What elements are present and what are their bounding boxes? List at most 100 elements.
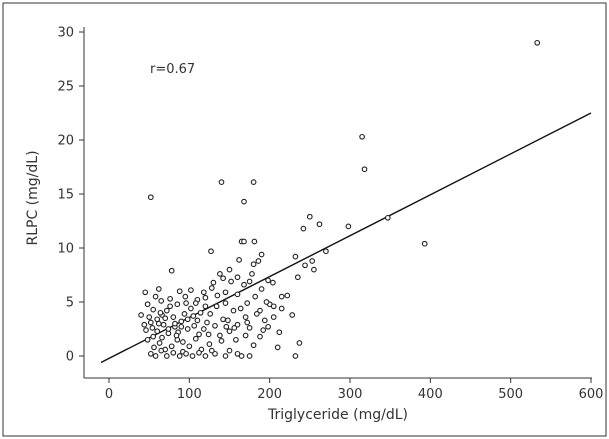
- data-point: [159, 334, 165, 341]
- y-tick-label: 30: [57, 26, 74, 41]
- y-axis-title: RLPC (mg/dL): [25, 150, 41, 245]
- data-point: [270, 279, 276, 286]
- y-tick-label: 15: [57, 188, 74, 203]
- data-point: [309, 258, 316, 264]
- data-point: [302, 262, 308, 269]
- data-point: [165, 326, 172, 332]
- data-point: [170, 349, 177, 356]
- data-point: [191, 322, 198, 329]
- data-point: [180, 339, 186, 345]
- data-point: [154, 328, 161, 335]
- x-tick-label: 300: [338, 387, 363, 402]
- data-point: [234, 274, 241, 281]
- data-point: [220, 275, 226, 282]
- data-point: [292, 353, 299, 359]
- data-points: [138, 39, 541, 359]
- data-point: [222, 289, 229, 296]
- x-ticks: 0 100 200 300 400 500 600: [105, 378, 604, 402]
- data-point: [278, 305, 285, 312]
- data-point: [208, 347, 215, 354]
- data-point: [152, 293, 159, 300]
- data-point: [167, 295, 173, 302]
- data-point: [168, 343, 175, 350]
- data-point: [196, 331, 202, 338]
- data-point: [163, 353, 170, 359]
- data-point: [384, 214, 391, 221]
- data-point: [146, 314, 153, 320]
- data-point: [194, 317, 201, 324]
- data-point: [158, 347, 165, 354]
- correlation-annotation: r=0.67: [150, 62, 195, 77]
- data-point: [158, 298, 165, 304]
- data-point: [534, 39, 541, 46]
- data-point: [173, 332, 180, 339]
- data-point: [206, 341, 213, 347]
- data-point: [138, 312, 144, 318]
- data-point: [200, 289, 207, 296]
- data-point: [147, 319, 154, 326]
- data-point: [192, 300, 199, 306]
- data-point: [226, 266, 233, 273]
- data-point: [205, 331, 212, 338]
- data-point: [253, 311, 260, 317]
- data-point: [258, 286, 265, 292]
- data-point: [213, 303, 220, 310]
- data-point: [220, 316, 226, 323]
- data-point: [244, 300, 251, 306]
- data-point: [237, 305, 244, 312]
- data-point: [225, 317, 231, 324]
- x-tick-label: 600: [579, 387, 604, 402]
- data-point: [144, 301, 151, 308]
- data-point: [226, 347, 233, 354]
- data-point: [184, 326, 191, 332]
- data-point: [147, 350, 154, 357]
- data-point: [181, 311, 188, 317]
- data-point: [212, 322, 218, 329]
- data-point: [176, 288, 183, 295]
- data-point: [174, 301, 181, 308]
- data-point: [142, 289, 149, 296]
- data-point: [168, 267, 175, 274]
- data-point: [183, 350, 189, 357]
- y-tick-label: 5: [66, 296, 74, 311]
- data-point: [316, 221, 323, 228]
- data-point: [246, 278, 253, 285]
- data-point: [260, 327, 267, 333]
- data-point: [234, 291, 241, 298]
- data-point: [289, 312, 296, 318]
- data-point: [292, 253, 299, 260]
- data-point: [234, 321, 241, 328]
- data-point: [361, 166, 368, 173]
- data-point: [152, 353, 159, 359]
- data-point: [274, 344, 281, 351]
- data-point: [228, 278, 234, 285]
- y-tick-label: 25: [57, 80, 74, 95]
- data-point: [263, 299, 270, 305]
- data-point: [183, 300, 189, 306]
- data-point: [300, 225, 307, 232]
- data-point: [265, 277, 271, 284]
- data-point: [270, 314, 277, 320]
- data-point: [241, 238, 247, 245]
- data-point: [170, 314, 177, 320]
- data-point: [182, 293, 189, 300]
- data-point: [265, 323, 271, 330]
- data-point: [144, 336, 151, 343]
- data-point: [186, 343, 193, 350]
- data-point: [150, 306, 157, 313]
- data-point: [242, 332, 249, 339]
- data-point: [172, 320, 178, 327]
- data-point: [212, 350, 218, 357]
- data-point: [202, 303, 209, 310]
- y-ticks: 0 5 10 15 20 25 30: [57, 26, 84, 365]
- data-point: [178, 323, 185, 330]
- data-point: [150, 333, 157, 340]
- data-point: [141, 321, 148, 328]
- data-point: [200, 326, 207, 332]
- data-point: [178, 318, 185, 325]
- data-point: [251, 238, 258, 245]
- data-point: [192, 335, 199, 342]
- data-point: [218, 179, 225, 185]
- data-point: [270, 303, 277, 310]
